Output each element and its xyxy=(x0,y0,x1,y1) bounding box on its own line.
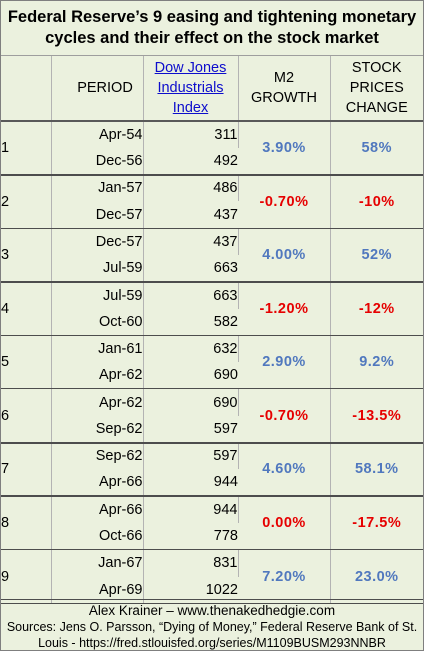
m2-growth: 2.90% xyxy=(238,335,331,390)
period-end: Jul-59 xyxy=(51,254,144,283)
dow-start: 944 xyxy=(143,496,239,523)
table-row: 3 Dec-57 437 4.00% 52% xyxy=(1,228,423,283)
dow-start: 632 xyxy=(143,335,239,363)
period-end: Apr-66 xyxy=(51,469,144,498)
m2-growth: 4.00% xyxy=(238,228,331,283)
m2-growth: 0.00% xyxy=(238,496,331,551)
table-row: 1 Apr-54 311 3.90% 58% xyxy=(1,121,423,176)
table-title: Federal Reserve’s 9 easing and tightenin… xyxy=(1,1,423,56)
cycle-number: 3 xyxy=(1,228,52,283)
m2-growth: 4.60% xyxy=(238,442,331,498)
header-index xyxy=(1,56,52,122)
dow-end: 690 xyxy=(143,362,238,390)
table-row: 9 Jan-67 831 7.20% 23.0% xyxy=(1,549,423,604)
period-end: Sep-62 xyxy=(51,415,144,444)
dow-start: 663 xyxy=(143,281,239,309)
header-period: PERIOD xyxy=(51,56,144,122)
footer-source-line-1: Sources: Jens O. Parsson, “Dying of Mone… xyxy=(6,620,418,634)
table-row: Oct-66 778 xyxy=(1,522,423,551)
cycles-body: 1 Apr-54 311 3.90% 58% Dec-56 492 2 Jan-57 486 -0.… xyxy=(1,121,423,604)
period-start: Jan-57 xyxy=(51,174,144,202)
m2-growth: -0.70% xyxy=(238,388,331,444)
table-row: 4 Jul-59 663 -1.20% -12% xyxy=(1,281,423,336)
table-row: Apr-66 944 xyxy=(1,469,423,498)
cycle-number: 1 xyxy=(1,121,52,176)
stock-change: 58% xyxy=(330,121,423,176)
period-end: Apr-62 xyxy=(51,362,144,390)
stock-change: 52% xyxy=(330,228,423,283)
stock-change: -10% xyxy=(330,174,423,229)
stock-change: 23.0% xyxy=(330,549,423,604)
stock-change: 58.1% xyxy=(330,442,423,498)
dow-start: 311 xyxy=(143,121,239,148)
table-row: Dec-57 437 xyxy=(1,201,423,229)
cycle-number: 6 xyxy=(1,388,52,444)
m2-growth: -0.70% xyxy=(238,174,331,229)
dow-start: 690 xyxy=(143,388,239,416)
table-row: Jul-59 663 xyxy=(1,254,423,283)
period-start: Sep-62 xyxy=(51,442,144,470)
table-row: 6 Apr-62 690 -0.70% -13.5% xyxy=(1,388,423,444)
cycle-number: 8 xyxy=(1,496,52,551)
period-start: Jan-67 xyxy=(51,549,144,577)
dow-end: 582 xyxy=(143,308,238,336)
table-row: 8 Apr-66 944 0.00% -17.5% xyxy=(1,496,423,551)
header-stock-change: STOCK PRICES CHANGE xyxy=(330,56,423,122)
stock-change: -13.5% xyxy=(330,388,423,444)
title-line-2: cycles and their effect on the stock mar… xyxy=(45,29,379,47)
table-row: 7 Sep-62 597 4.60% 58.1% xyxy=(1,442,423,498)
m2-growth: -1.20% xyxy=(238,281,331,336)
footer: Alex Krainer – www.thenakedhedgie.com So… xyxy=(1,599,423,650)
period-end: Oct-66 xyxy=(51,522,144,551)
period-start: Apr-62 xyxy=(51,388,144,416)
period-end: Dec-56 xyxy=(51,147,144,176)
dow-end: 597 xyxy=(143,415,238,444)
table-row: 5 Jan-61 632 2.90% 9.2% xyxy=(1,335,423,390)
period-end: Oct-60 xyxy=(51,308,144,336)
dow-end: 663 xyxy=(143,254,238,283)
dow-end: 778 xyxy=(143,522,238,551)
table-row: 2 Jan-57 486 -0.70% -10% xyxy=(1,174,423,229)
period-start: Jan-61 xyxy=(51,335,144,363)
title-line-1: Federal Reserve’s 9 easing and tightenin… xyxy=(7,8,417,26)
table-row: Dec-56 492 xyxy=(1,147,423,176)
stock-change: 9.2% xyxy=(330,335,423,390)
dow-start: 486 xyxy=(143,174,239,202)
dow-start: 437 xyxy=(143,228,239,255)
table-row: Apr-62 690 xyxy=(1,362,423,390)
dow-end: 437 xyxy=(143,201,238,229)
stock-change: -17.5% xyxy=(330,496,423,551)
period-start: Jul-59 xyxy=(51,281,144,309)
cycle-number: 5 xyxy=(1,335,52,390)
footer-credit: Alex Krainer – www.thenakedhedgie.com xyxy=(88,603,336,618)
period-start: Apr-54 xyxy=(51,121,144,148)
m2-growth: 3.90% xyxy=(238,121,331,176)
period-start: Dec-57 xyxy=(51,228,144,255)
header-dow-jones-link[interactable]: Dow Jones Industrials Index xyxy=(143,56,239,122)
cycle-number: 2 xyxy=(1,174,52,229)
dow-end: 492 xyxy=(143,147,238,176)
table-row: Sep-62 597 xyxy=(1,415,423,444)
cycle-number: 4 xyxy=(1,281,52,336)
cycles-table: PERIOD Dow Jones Industrials Index M2 GR… xyxy=(1,56,423,604)
dow-end: 944 xyxy=(143,469,238,498)
footer-source-line-2: Louis - https://fred.stlouisfed.org/seri… xyxy=(38,636,386,650)
dow-start: 597 xyxy=(143,442,239,470)
stock-change: -12% xyxy=(330,281,423,336)
period-start: Apr-66 xyxy=(51,496,144,523)
m2-growth: 7.20% xyxy=(238,549,331,604)
header-row: PERIOD Dow Jones Industrials Index M2 GR… xyxy=(1,56,423,122)
cycle-number: 7 xyxy=(1,442,52,498)
cycle-number: 9 xyxy=(1,549,52,604)
header-m2-growth: M2 GROWTH xyxy=(238,56,331,122)
dow-start: 831 xyxy=(143,549,239,577)
period-end: Dec-57 xyxy=(51,201,144,229)
table-row: Oct-60 582 xyxy=(1,308,423,336)
